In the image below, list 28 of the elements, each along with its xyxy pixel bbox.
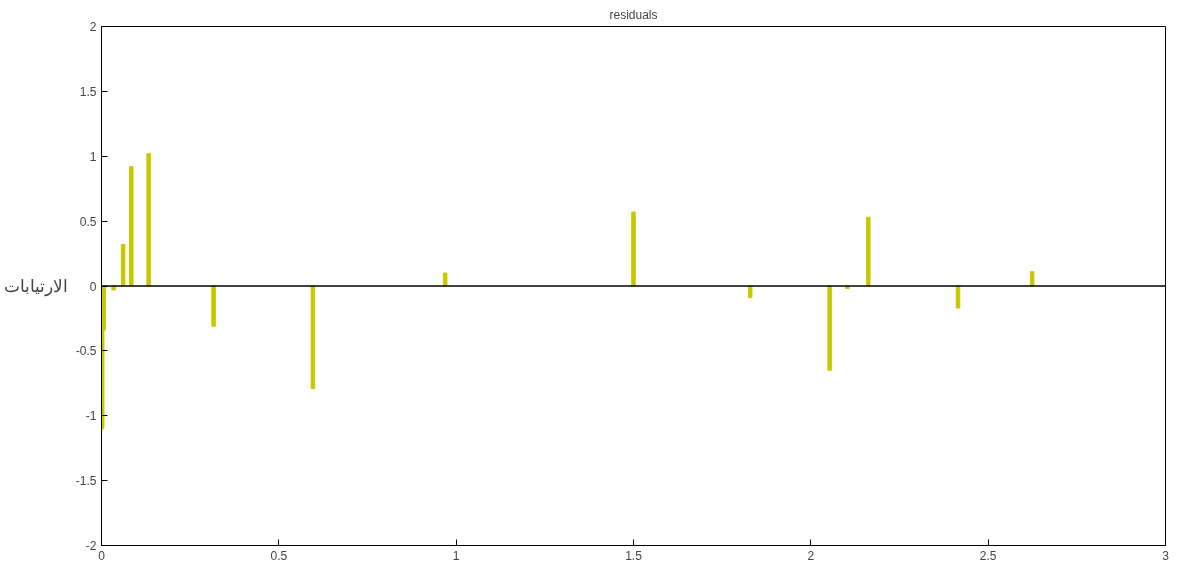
y-tick-label: -1	[85, 409, 97, 424]
bar	[211, 285, 216, 327]
y-tick-label: 1.5	[79, 84, 97, 99]
y-tick-label: 2	[89, 20, 97, 34]
bar	[631, 211, 636, 287]
x-tick-label: 2.5	[979, 548, 997, 563]
x-tick-label: 0.5	[270, 548, 288, 563]
y-tick-label: 0.5	[79, 214, 97, 229]
chart-title: residuals	[609, 7, 658, 22]
x-tick-label: 1.5	[625, 548, 643, 563]
bar	[747, 285, 753, 299]
bar	[310, 285, 316, 389]
bar	[827, 285, 832, 371]
y-tick-label: -0.5	[75, 344, 97, 359]
y-axis-title: الارتيابات	[3, 276, 68, 297]
y-tick-label: 0	[89, 279, 97, 294]
y-tick-label: 1	[89, 149, 97, 164]
x-tick-label: 2	[807, 548, 815, 563]
bar	[866, 216, 871, 287]
bar	[120, 243, 126, 287]
x-tick-label: 3	[1162, 548, 1170, 563]
bar	[1029, 271, 1035, 287]
bar	[442, 272, 448, 287]
bar	[129, 166, 134, 287]
x-tick-label: 1	[452, 548, 460, 563]
y-tick-label: -2	[85, 539, 97, 553]
bar	[146, 153, 151, 287]
y-tick-label: -1.5	[75, 474, 97, 489]
